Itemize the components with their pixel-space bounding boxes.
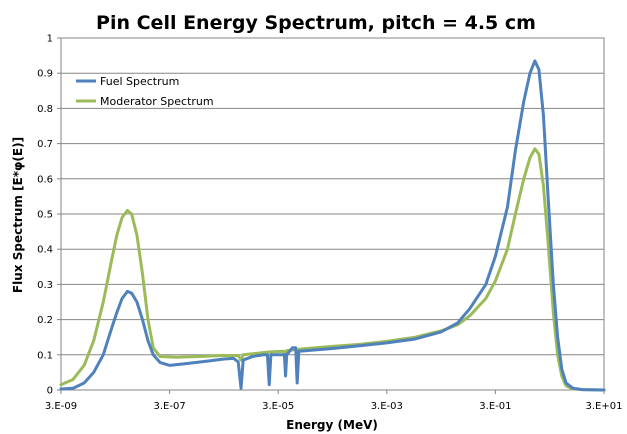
legend: Fuel Spectrum Moderator Spectrum [76, 75, 214, 108]
x-axis-label: Energy (MeV) [286, 418, 378, 432]
series-line-fuel-spectrum [59, 59, 606, 392]
y-tick-label: 0.9 [37, 69, 53, 80]
chart-title: Pin Cell Energy Spectrum, pitch = 4.5 cm [96, 12, 536, 34]
y-tick-label: 0.7 [37, 139, 53, 150]
y-tick-label: 0.3 [37, 280, 53, 291]
y-tick-label: 0.8 [37, 104, 53, 115]
y-tick-label: 0.2 [37, 315, 53, 326]
x-tick-label: 3.E-09 [45, 401, 77, 412]
legend-label: Fuel Spectrum [100, 75, 179, 88]
y-tick-label: 0.1 [37, 350, 53, 361]
x-tick-label: 3.E+01 [586, 401, 623, 412]
y-tick-label: 0.6 [37, 174, 53, 185]
y-tick-label: 0 [47, 386, 53, 397]
y-axis-label: Flux Spectrum [E*φ(E)] [11, 137, 25, 293]
x-axis-ticks: 3.E-09 3.E-07 3.E-05 3.E-03 3.E-01 3.E+01 [45, 390, 623, 412]
y-tick-label: 1 [47, 34, 53, 45]
series-layer [59, 59, 606, 392]
legend-label: Moderator Spectrum [100, 95, 214, 108]
y-axis-ticks: 0 0.1 0.2 0.3 0.4 0.5 0.6 0.7 0.8 0.9 1 [37, 34, 61, 397]
x-tick-label: 3.E-01 [479, 401, 511, 412]
y-tick-label: 0.5 [37, 210, 53, 221]
x-tick-label: 3.E-03 [371, 401, 403, 412]
x-tick-label: 3.E-07 [153, 401, 185, 412]
x-tick-label: 3.E-05 [262, 401, 294, 412]
y-tick-label: 0.4 [37, 245, 53, 256]
